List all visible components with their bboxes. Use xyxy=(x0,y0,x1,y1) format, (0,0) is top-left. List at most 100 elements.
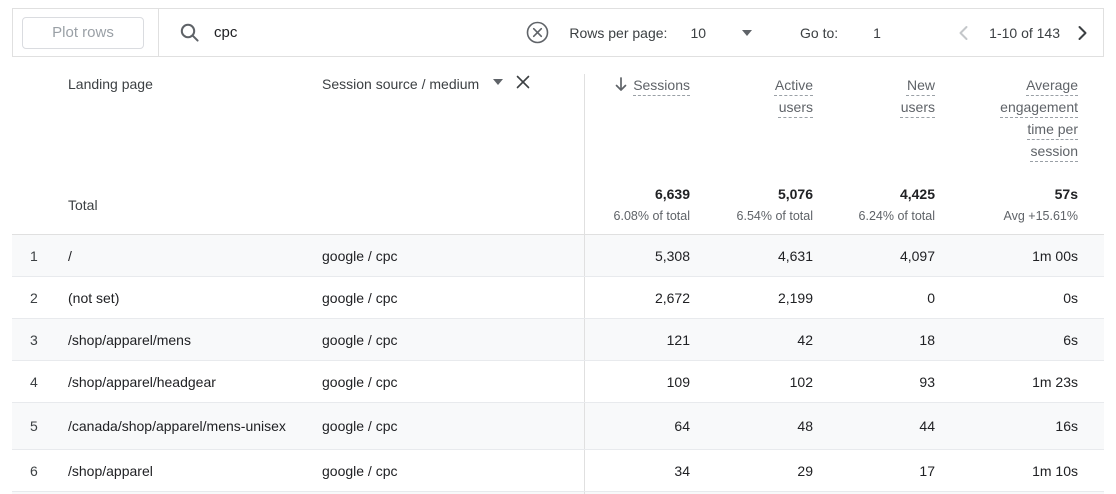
source-medium-cell: google / cpc xyxy=(322,373,398,390)
rows-per-page-value[interactable]: 10 xyxy=(690,24,707,41)
plot-rows-button[interactable]: Plot rows xyxy=(22,16,144,49)
totals-sessions-cell: 6,639 6.08% of total xyxy=(584,175,690,234)
clear-search-icon[interactable] xyxy=(526,21,549,44)
landing-page-cell: /shop/apparel/mens xyxy=(68,331,191,348)
analytics-table-widget: Plot rows Rows per page: 10 Go to: xyxy=(12,8,1104,494)
totals-active-users-subtext: 6.54% of total xyxy=(736,209,813,223)
row-number: 3 xyxy=(30,331,38,348)
landing-page-cell: / xyxy=(68,247,72,264)
totals-label: Total xyxy=(68,196,98,213)
totals-row: Total 6,639 6.08% of total 5,076 6.54% o… xyxy=(12,175,1104,235)
avg-engagement-cell: 1m 00s xyxy=(1032,247,1078,264)
source-medium-cell: google / cpc xyxy=(322,289,398,306)
totals-sessions-subtext: 6.08% of total xyxy=(613,209,690,223)
source-medium-cell: google / cpc xyxy=(322,331,398,348)
go-to-input[interactable] xyxy=(873,24,900,41)
active-users-cell: 42 xyxy=(797,331,813,348)
sessions-cell: 121 xyxy=(584,319,690,360)
totals-new-users-subtext: 6.24% of total xyxy=(858,209,935,223)
previous-page-icon[interactable] xyxy=(954,23,974,43)
active-users-cell: 4,631 xyxy=(777,247,813,264)
header-line: users xyxy=(900,99,935,115)
secondary-dimension-header: Session source / medium xyxy=(322,74,584,175)
header-line: Active xyxy=(774,77,813,93)
totals-avg-engagement-cell: 57s Avg +15.61% xyxy=(935,175,1103,234)
sort-descending-icon xyxy=(615,77,627,92)
secondary-dimension-label[interactable]: Session source / medium xyxy=(322,76,480,92)
totals-sessions-value: 6,639 xyxy=(654,186,690,202)
remove-secondary-dimension-icon[interactable] xyxy=(516,75,530,89)
header-line: users xyxy=(778,99,813,115)
header-line: Average xyxy=(1026,77,1078,93)
header-line: New xyxy=(906,77,935,93)
landing-page-header[interactable]: Landing page xyxy=(68,76,153,92)
new-users-cell: 4,097 xyxy=(899,247,935,264)
table-header-row: Landing page Session source / medium xyxy=(12,57,1104,175)
search-icon xyxy=(179,22,200,43)
avg-engagement-cell: 16s xyxy=(1055,418,1078,434)
active-users-cell: 2,199 xyxy=(777,289,813,306)
new-users-cell: 17 xyxy=(919,462,935,479)
row-number: 6 xyxy=(30,462,38,479)
table-row[interactable]: 5 /canada/shop/apparel/mens-unisex googl… xyxy=(12,403,1104,450)
go-to-label: Go to: xyxy=(800,24,839,41)
totals-avg-engagement-value: 57s xyxy=(1054,186,1078,202)
row-number: 2 xyxy=(30,289,38,306)
active-users-cell: 102 xyxy=(789,373,813,390)
row-number: 1 xyxy=(30,247,38,264)
table-row[interactable]: 3 /shop/apparel/mens google / cpc 121 42… xyxy=(12,319,1104,361)
avg-engagement-cell: 6s xyxy=(1063,331,1078,348)
totals-active-users-cell: 5,076 6.54% of total xyxy=(690,175,813,234)
source-medium-cell: google / cpc xyxy=(322,247,398,264)
active-users-cell: 48 xyxy=(797,418,813,434)
avg-engagement-cell: 0s xyxy=(1063,289,1078,306)
row-number: 5 xyxy=(30,418,38,434)
row-number: 4 xyxy=(30,373,38,390)
header-line: time per xyxy=(1027,121,1078,137)
rows-per-page-chevron-down-icon[interactable] xyxy=(742,29,753,36)
source-medium-cell: google / cpc xyxy=(322,418,398,434)
sessions-cell: 109 xyxy=(584,361,690,402)
new-users-cell: 0 xyxy=(927,289,935,306)
secondary-dimension-chevron-down-icon[interactable] xyxy=(493,79,504,85)
sessions-cell: 2,672 xyxy=(584,277,690,318)
active-users-cell: 29 xyxy=(797,462,813,479)
active-users-column-header[interactable]: Active users xyxy=(690,74,813,175)
search-box xyxy=(159,21,561,44)
rows-per-page-label: Rows per page: xyxy=(569,24,668,41)
sessions-cell: 34 xyxy=(584,450,690,491)
sessions-header-label: Sessions xyxy=(633,77,690,93)
new-users-column-header[interactable]: New users xyxy=(813,74,935,175)
source-medium-cell: google / cpc xyxy=(322,462,398,479)
totals-new-users-value: 4,425 xyxy=(899,186,935,202)
landing-page-cell: /shop/apparel/headgear xyxy=(68,373,216,390)
landing-page-cell: (not set) xyxy=(68,289,120,306)
header-line: session xyxy=(1030,143,1078,159)
totals-new-users-cell: 4,425 6.24% of total xyxy=(813,175,935,234)
row-number-header xyxy=(12,74,68,175)
landing-page-cell: /shop/apparel xyxy=(68,462,153,479)
table-row[interactable]: 6 /shop/apparel google / cpc 34 29 17 1m… xyxy=(12,450,1104,492)
totals-active-users-value: 5,076 xyxy=(777,186,813,202)
totals-row-number-cell xyxy=(12,175,68,234)
header-line: engagement xyxy=(1000,99,1078,115)
avg-engagement-cell: 1m 10s xyxy=(1032,462,1078,479)
sessions-cell: 64 xyxy=(584,403,690,449)
pagination-range: 1-10 of 143 xyxy=(989,24,1060,41)
new-users-cell: 44 xyxy=(919,418,935,434)
table-row[interactable]: 2 (not set) google / cpc 2,672 2,199 0 0… xyxy=(12,277,1104,319)
clipped-next-row xyxy=(12,492,1104,494)
new-users-cell: 93 xyxy=(919,373,935,390)
totals-avg-engagement-subtext: Avg +15.61% xyxy=(1003,209,1078,223)
new-users-cell: 18 xyxy=(919,331,935,348)
next-page-icon[interactable] xyxy=(1072,23,1092,43)
table-toolbar: Plot rows Rows per page: 10 Go to: xyxy=(12,8,1104,57)
sessions-cell: 5,308 xyxy=(584,235,690,276)
table-row[interactable]: 4 /shop/apparel/headgear google / cpc 10… xyxy=(12,361,1104,403)
landing-page-cell: /canada/shop/apparel/mens-unisex xyxy=(68,418,286,434)
search-input[interactable] xyxy=(214,24,527,41)
table-row[interactable]: 1 / google / cpc 5,308 4,631 4,097 1m 00… xyxy=(12,235,1104,277)
avg-engagement-column-header[interactable]: Average engagement time per session xyxy=(935,74,1103,175)
sessions-column-header[interactable]: Sessions xyxy=(584,74,690,175)
totals-source-cell xyxy=(322,175,584,234)
